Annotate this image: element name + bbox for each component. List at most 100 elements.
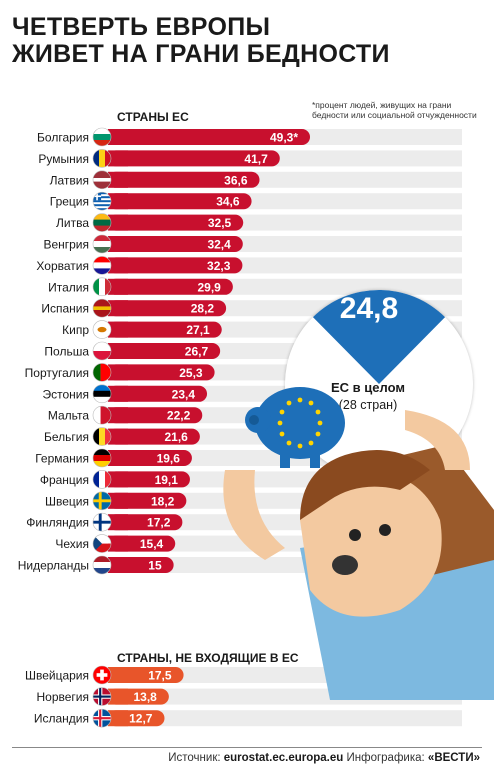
flag-italy-stripe: [93, 277, 100, 296]
bar: [108, 300, 227, 317]
category-label: Польша: [44, 345, 89, 359]
bar-left-edge: [108, 257, 128, 274]
flag-lithuania-stripe: [93, 219, 111, 227]
flag-czechia-triangle: [93, 534, 102, 553]
flag-sweden: [92, 491, 112, 511]
flag-germany-stripe: [93, 449, 111, 456]
flag-malta: [92, 405, 112, 425]
flag-malta-body: [93, 406, 111, 425]
bar-left-edge: [108, 278, 128, 295]
value-label: 19,6: [157, 452, 181, 466]
bar: [108, 450, 192, 466]
flag-sweden-ring: [92, 491, 112, 511]
flag-netherlands-stripe: [93, 568, 111, 574]
flag-finland: [92, 512, 112, 532]
flag-czechia-ring: [92, 534, 112, 553]
value-label: 32,4: [207, 238, 231, 252]
flag-croatia: [92, 256, 112, 275]
value-label: 18,2: [151, 494, 175, 508]
category-label: Кипр: [62, 323, 89, 337]
category-label: Швейцария: [25, 669, 89, 683]
footer-divider: [12, 747, 482, 748]
flag-netherlands-stripe: [93, 562, 111, 569]
flag-belgium-body: [93, 427, 111, 446]
flag-cyprus-ring: [92, 320, 112, 339]
eu-average-slice: [312, 289, 446, 384]
category-label: Исландия: [34, 712, 89, 726]
flag-greece-stripe: [93, 192, 111, 195]
flag-poland: [92, 341, 112, 361]
flag-latvia: [92, 170, 112, 190]
flag-germany: [92, 448, 112, 468]
value-label: 27,1: [186, 323, 210, 337]
flag-romania-body: [93, 149, 111, 168]
bar: [108, 471, 190, 488]
bar-left-edge: [108, 364, 128, 381]
flag-bulgaria: [92, 127, 112, 147]
bar-left-edge: [108, 171, 128, 188]
value-label: 17,2: [147, 516, 171, 530]
value-label: 13,8: [134, 690, 158, 704]
eu-average-sublabel: (28 стран): [338, 398, 398, 412]
flag-france: [92, 470, 112, 489]
category-label: Болгария: [37, 131, 89, 145]
flag-malta-ring: [92, 405, 112, 425]
flag-sweden-body: [93, 491, 111, 510]
flag-germany-body: [93, 449, 111, 467]
flag-lithuania-stripe: [93, 213, 111, 221]
value-label: 25,3: [179, 366, 203, 380]
category-label: Литва: [56, 216, 89, 230]
source-site: eurostat.ec.europa.eu: [223, 752, 344, 764]
flag-cyprus: [92, 320, 112, 339]
flag-hungary-body: [93, 235, 111, 253]
flag-italy-body: [93, 277, 111, 296]
flag-finland-cross-h: [93, 520, 111, 524]
bar: [108, 193, 252, 210]
category-label: Германия: [35, 452, 89, 466]
bar-track: [102, 710, 462, 727]
bar: [108, 321, 222, 338]
category-label: Мальта: [48, 409, 89, 423]
bar-left-edge: [108, 385, 128, 402]
bar-left-edge: [108, 236, 128, 252]
flag-lithuania: [92, 213, 112, 232]
flag-greece-body: [93, 192, 111, 211]
flag-estonia: [92, 384, 112, 404]
category-label: Эстония: [43, 387, 90, 401]
category-label: Португалия: [25, 366, 89, 380]
category-label: Франция: [40, 473, 89, 487]
flag-greece-stripe: [93, 208, 111, 211]
bar-left-edge: [108, 407, 128, 424]
flag-croatia-stripe: [93, 262, 111, 269]
publisher: «ВЕСТИ»: [427, 752, 480, 764]
flag-belgium-stripe: [93, 427, 100, 446]
footnote: *процент людей, живущих на грани бедност…: [312, 100, 477, 120]
flag-estonia-stripe: [93, 396, 111, 403]
flag-italy: [92, 277, 112, 297]
bar-left-edge: [108, 450, 128, 466]
value-label: 15: [148, 559, 162, 573]
flag-czechia-top: [93, 534, 111, 544]
bar: [108, 407, 203, 424]
eu-average-value: 24,8: [339, 292, 399, 325]
value-label: 28,2: [191, 302, 215, 316]
value-label: 23,4: [172, 387, 196, 401]
flag-poland-bottom: [93, 351, 111, 360]
flag-lithuania-ring: [92, 213, 112, 232]
bar-left-edge: [108, 688, 128, 705]
flag-germany-stripe: [93, 461, 111, 467]
flag-greece-stripe: [93, 198, 111, 201]
category-label: Венгрия: [43, 238, 89, 252]
value-label: 17,5: [148, 669, 172, 683]
category-label: Хорватия: [36, 259, 89, 273]
flag-portugal: [92, 363, 112, 382]
flag-bulgaria-body: [93, 128, 111, 146]
flag-estonia-body: [93, 384, 111, 403]
bar-left-edge: [108, 321, 128, 338]
bar-left-edge: [108, 710, 128, 727]
flag-hungary-stripe: [93, 247, 111, 253]
bar: [108, 257, 243, 274]
flag-norway-body: [93, 687, 111, 706]
bar-left-edge: [108, 471, 128, 488]
flag-france-stripe: [99, 470, 106, 489]
